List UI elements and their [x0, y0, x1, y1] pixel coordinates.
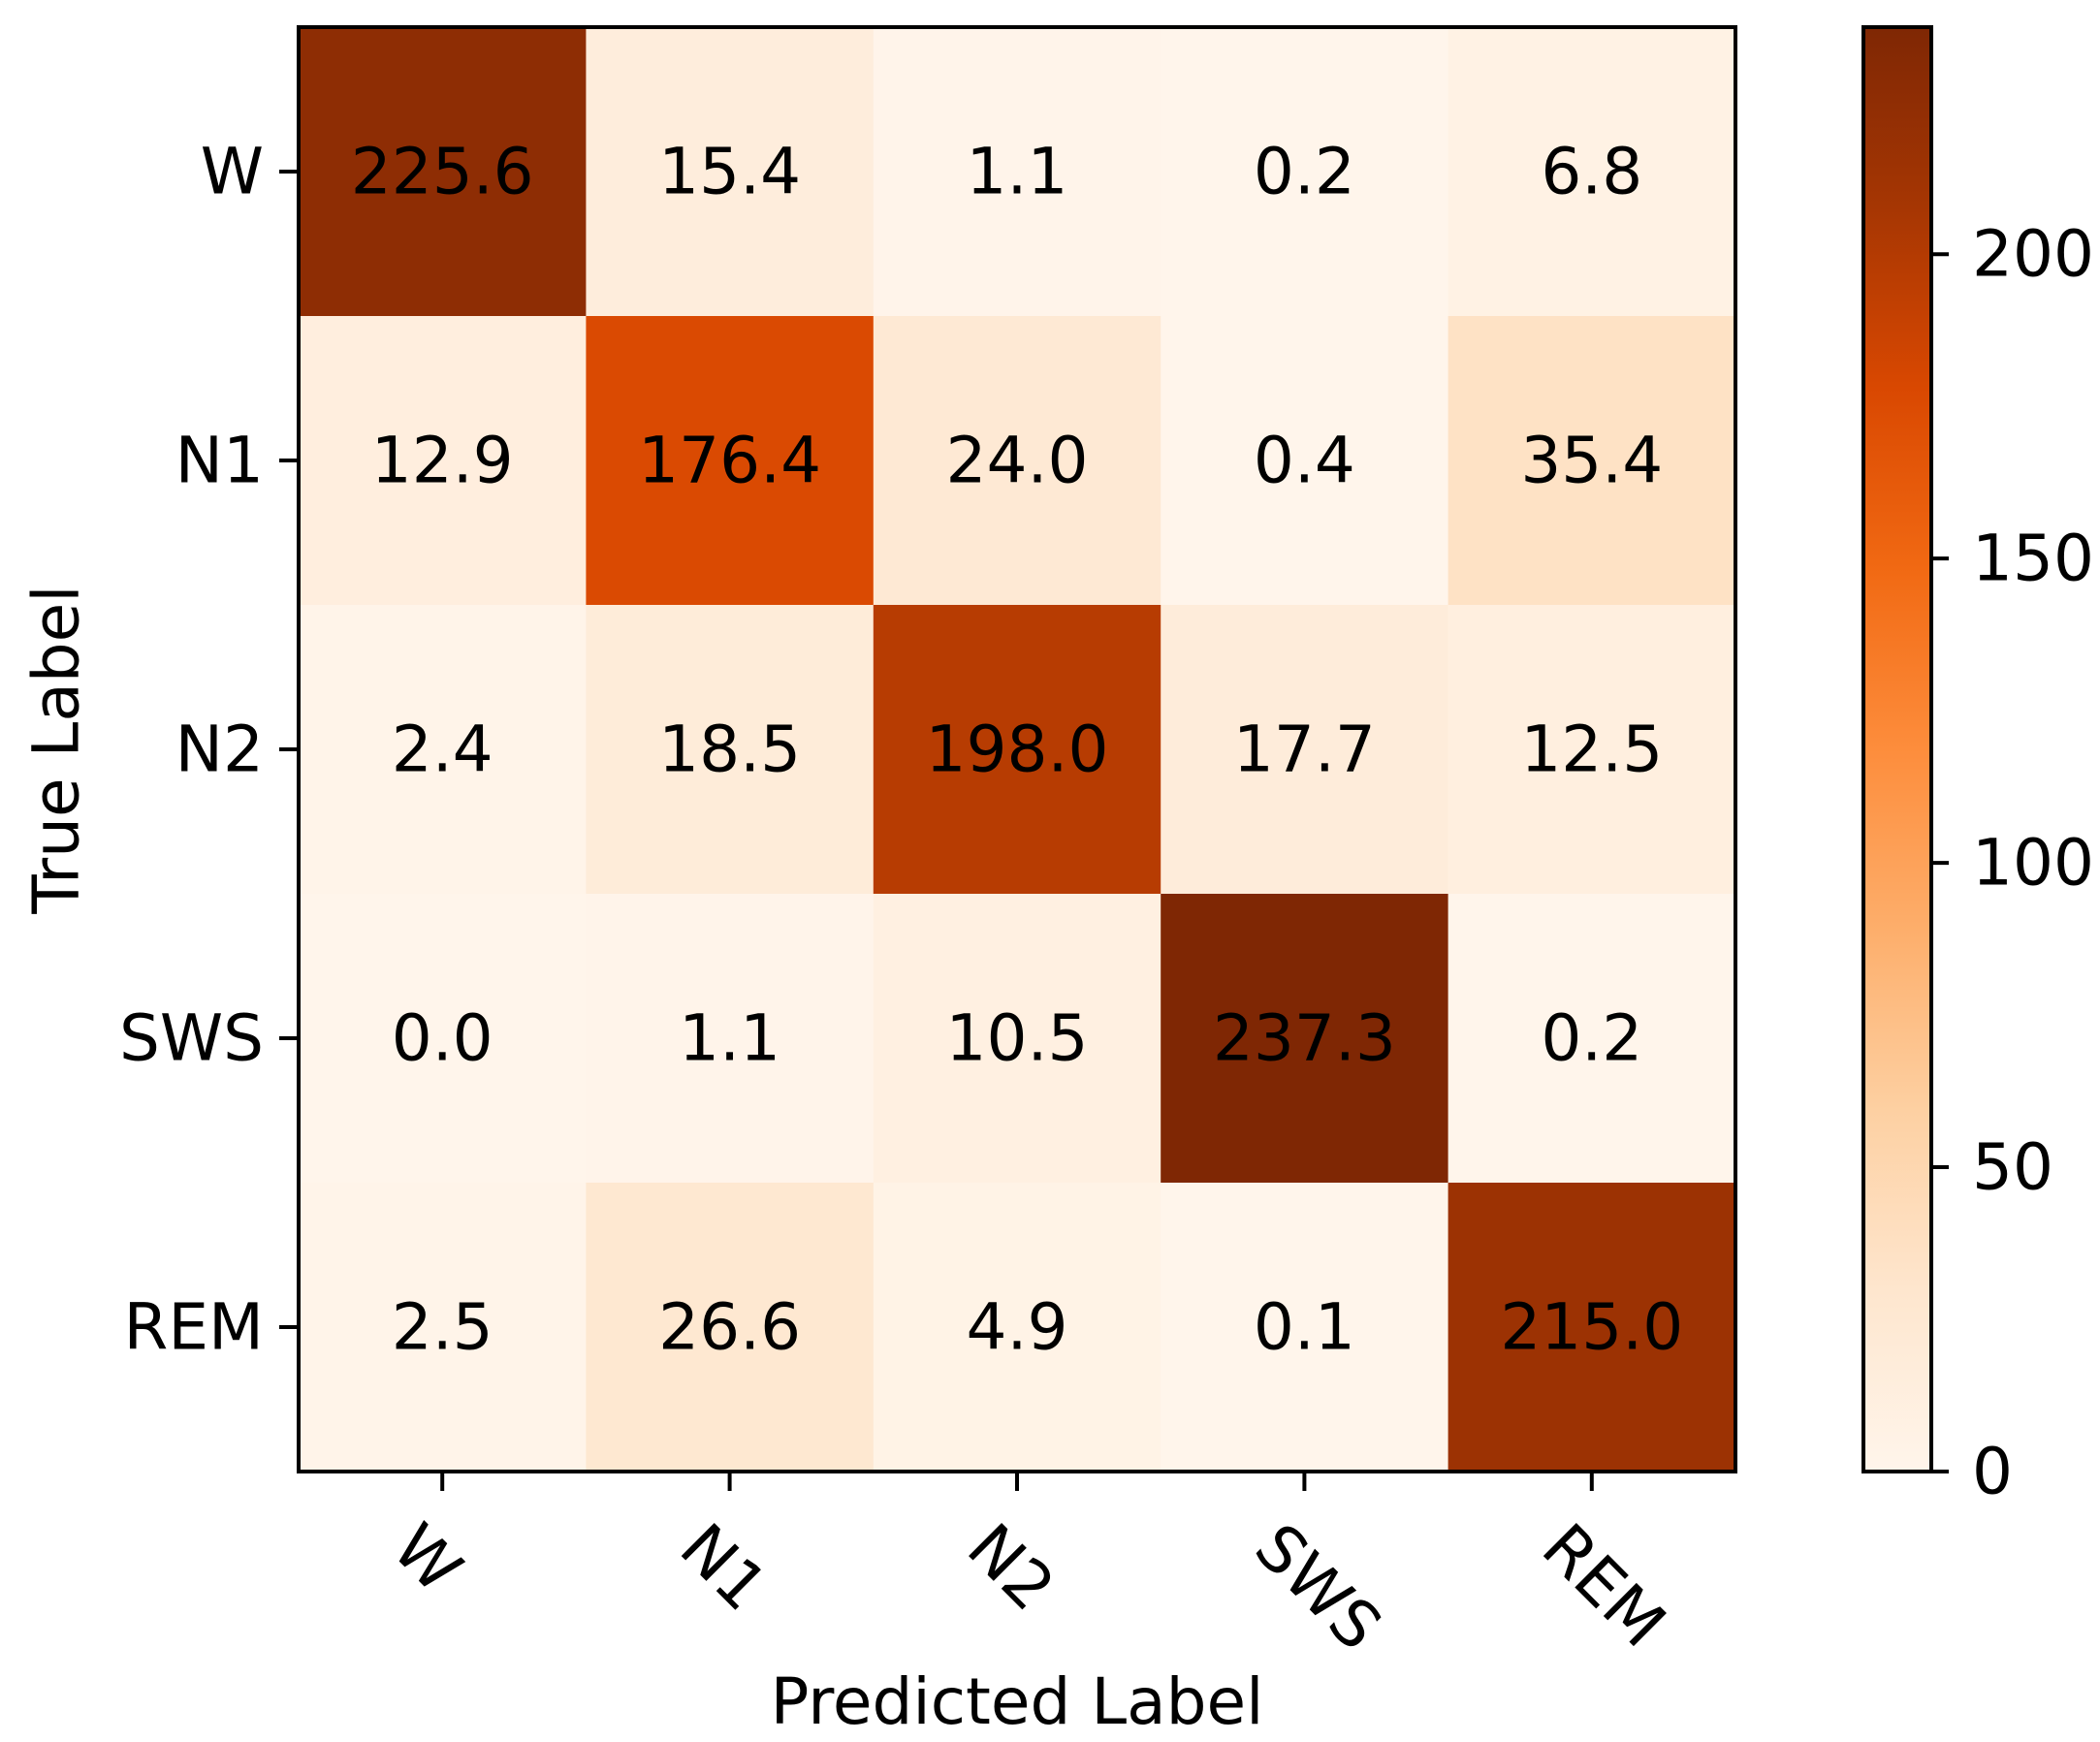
cell-value-label: 4.9: [967, 1290, 1068, 1365]
heatmap-cell-n1-n1: [586, 316, 875, 606]
y-tick-label: N2: [175, 713, 264, 787]
cell-value-label: 12.5: [1520, 713, 1663, 787]
y-tick-label: W: [201, 135, 264, 209]
y-tick-label: N1: [175, 424, 264, 498]
heatmap-cell-n1-rem: [1448, 316, 1736, 606]
cell-value-label: 0.4: [1254, 424, 1355, 498]
x-tick-label: N1: [666, 1509, 781, 1625]
heatmap-cell-n2-w: [299, 605, 587, 895]
colorbar: [1863, 27, 1931, 1472]
heatmap-cell-w-sws: [1161, 27, 1449, 317]
x-axis-title: Predicted Label: [771, 1664, 1264, 1739]
heatmap-cell-n1-w: [299, 316, 587, 606]
cell-value-label: 1.1: [967, 135, 1068, 209]
cell-value-label: 24.0: [946, 424, 1089, 498]
heatmap-cell-rem-n1: [586, 1183, 875, 1473]
colorbar-frame: [1861, 25, 1933, 1473]
cell-value-label: 0.0: [392, 1001, 493, 1076]
cell-value-label: 15.4: [658, 135, 801, 209]
y-tick-label: REM: [123, 1290, 264, 1365]
cell-value-label: 215.0: [1500, 1290, 1683, 1365]
cell-value-label: 2.4: [392, 713, 493, 787]
heatmap-cell-sws-sws: [1161, 894, 1449, 1184]
colorbar-tick-label: 200: [1972, 217, 2094, 292]
heatmap-cell-sws-n1: [586, 894, 875, 1184]
cell-value-label: 18.5: [658, 713, 801, 787]
heatmap-cell-n2-n2: [873, 605, 1161, 895]
heatmap-cell-n1-n2: [873, 316, 1161, 606]
cell-value-label: 26.6: [658, 1290, 801, 1365]
heatmap-cell-rem-sws: [1161, 1183, 1449, 1473]
heatmap-cell-labels: 225.6 15.4 1.1 0.2 6.8 12.9 176.4 24.0 0.4 35.4 2.…: [351, 135, 1684, 1365]
x-tick-label: SWS: [1241, 1509, 1396, 1664]
cell-value-label: 198.0: [926, 713, 1109, 787]
heatmap-cell-rem-n2: [873, 1183, 1161, 1473]
heatmap-cells: [299, 27, 1736, 1473]
heatmap-cell-rem-rem: [1448, 1183, 1736, 1473]
heatmap-cell-w-w: [299, 27, 587, 317]
heatmap-cell-n1-sws: [1161, 316, 1449, 606]
heatmap-cell-w-n2: [873, 27, 1161, 317]
cell-value-label: 225.6: [351, 135, 534, 209]
cell-value-label: 35.4: [1520, 424, 1663, 498]
cell-value-label: 0.2: [1541, 1001, 1642, 1076]
heatmap-cell-sws-rem: [1448, 894, 1736, 1184]
x-tick-label: REM: [1528, 1509, 1680, 1662]
cell-value-label: 2.5: [392, 1290, 493, 1365]
x-tick-label: N2: [953, 1509, 1068, 1625]
colorbar-tick-label: 100: [1972, 826, 2094, 901]
colorbar-tick-label: 150: [1972, 522, 2094, 596]
x-tick-label: W: [378, 1509, 476, 1607]
cell-value-label: 237.3: [1213, 1001, 1396, 1076]
cell-value-label: 1.1: [679, 1001, 780, 1076]
y-axis-title: True Label: [19, 585, 94, 914]
heatmap-cell-n2-n1: [586, 605, 875, 895]
cell-value-label: 10.5: [946, 1001, 1089, 1076]
heatmap-cell-n2-sws: [1161, 605, 1449, 895]
cell-value-label: 0.2: [1254, 135, 1355, 209]
y-axis-ticks: W N1 N2 SWS REM: [119, 135, 299, 1365]
cell-value-label: 176.4: [638, 424, 821, 498]
y-tick-label: SWS: [119, 1001, 264, 1076]
cell-value-label: 6.8: [1541, 135, 1642, 209]
heatmap-cell-rem-w: [299, 1183, 587, 1473]
heatmap-cell-w-n1: [586, 27, 875, 317]
heatmap-cell-w-rem: [1448, 27, 1736, 317]
colorbar-tick-label: 50: [1972, 1130, 2053, 1205]
colorbar-ticks: 0 50 100 150 200: [1931, 217, 2094, 1509]
heatmap-cell-sws-n2: [873, 894, 1161, 1184]
x-axis-ticks: W N1 N2 SWS REM: [378, 1472, 1680, 1664]
cell-value-label: 0.1: [1254, 1290, 1355, 1365]
heatmap-cell-n2-rem: [1448, 605, 1736, 895]
cell-value-label: 17.7: [1233, 713, 1376, 787]
colorbar-tick-label: 0: [1972, 1435, 2013, 1509]
cell-value-label: 12.9: [371, 424, 514, 498]
heatmap-cell-sws-w: [299, 894, 587, 1184]
